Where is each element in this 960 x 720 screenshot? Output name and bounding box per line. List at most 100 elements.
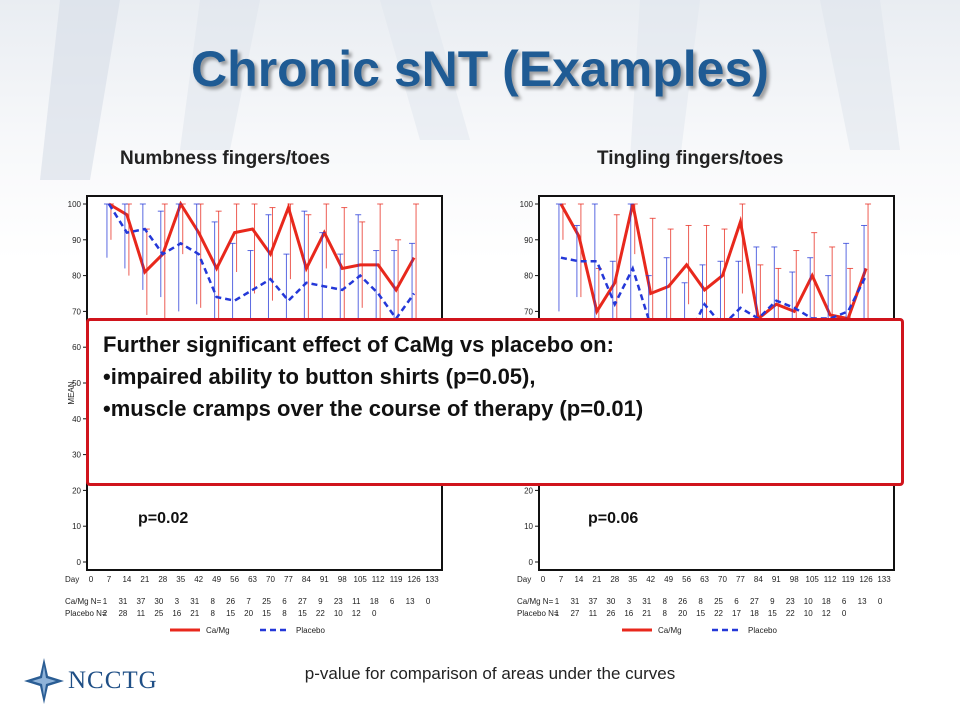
n-row-value: 8 — [662, 597, 667, 606]
n-row-value: 6 — [842, 597, 847, 606]
y-tick-label: 80 — [72, 272, 81, 281]
x-tick-label: 28 — [158, 575, 167, 584]
n-row-value: 12 — [352, 609, 361, 618]
n-row-label: Ca/Mg N= — [65, 597, 102, 606]
n-row-value: 6 — [734, 597, 739, 606]
y-tick-label: 0 — [529, 558, 534, 567]
y-tick-label: 0 — [77, 558, 82, 567]
nccctg-logo: NCCTG — [22, 656, 172, 706]
n-row-value: 31 — [642, 597, 651, 606]
y-tick-label: 50 — [72, 379, 81, 388]
n-row-value: 12 — [822, 609, 831, 618]
legend-label-camg: Ca/Mg — [206, 626, 230, 635]
x-tick-label: 77 — [284, 575, 293, 584]
n-row-value: 15 — [226, 609, 235, 618]
series-line-placebo — [107, 203, 416, 321]
x-tick-label: 0 — [541, 575, 546, 584]
n-row-value: 26 — [226, 597, 235, 606]
x-tick-label: 70 — [718, 575, 727, 584]
x-tick-label: 98 — [790, 575, 799, 584]
x-tick-label: 35 — [628, 575, 637, 584]
n-row-value: 7 — [246, 597, 251, 606]
chart-left-title: Numbness fingers/toes — [120, 148, 331, 169]
n-row-value: 3 — [175, 597, 180, 606]
x-tick-label: 56 — [682, 575, 691, 584]
y-tick-label: 30 — [72, 451, 81, 460]
series-line-camg — [559, 203, 868, 322]
n-row-value: 3 — [627, 597, 632, 606]
x-tick-label: 21 — [140, 575, 149, 584]
n-row-label: Placebo N= — [517, 609, 559, 618]
n-row-value: 0 — [842, 609, 847, 618]
x-tick-label: 98 — [338, 575, 347, 584]
x-tick-label: 21 — [592, 575, 601, 584]
y-tick-label: 60 — [72, 343, 81, 352]
n-row-value: 16 — [624, 609, 633, 618]
y-tick-label: 20 — [524, 486, 533, 495]
logo-text: NCCTG — [68, 667, 158, 694]
x-tick-label: 126 — [407, 575, 421, 584]
n-row-value: 25 — [714, 597, 723, 606]
n-row-value: 1 — [103, 597, 108, 606]
n-row-value: 18 — [370, 597, 379, 606]
callout-bullet-2: •muscle cramps over the course of therap… — [103, 396, 644, 421]
n-row-label: Ca/Mg N= — [517, 597, 554, 606]
n-row-value: 6 — [390, 597, 395, 606]
significance-callout: Further significant effect of CaMg vs pl… — [86, 318, 904, 486]
n-row-value: 1 — [555, 609, 560, 618]
n-row-value: 8 — [662, 609, 667, 618]
n-row-value: 31 — [190, 597, 199, 606]
y-tick-label: 10 — [524, 522, 533, 531]
callout-heading: Further significant effect of CaMg vs pl… — [103, 332, 614, 357]
x-tick-label: 63 — [700, 575, 709, 584]
n-row-value: 30 — [606, 597, 615, 606]
n-row-value: 23 — [334, 597, 343, 606]
x-tick-label: 133 — [425, 575, 439, 584]
n-row-value: 27 — [570, 609, 579, 618]
n-row-value: 27 — [750, 597, 759, 606]
x-tick-label: 70 — [266, 575, 275, 584]
x-tick-label: 0 — [89, 575, 94, 584]
n-row-value: 30 — [154, 597, 163, 606]
x-tick-label: 63 — [248, 575, 257, 584]
n-row-label: Placebo N= — [65, 609, 107, 618]
y-tick-label: 90 — [72, 236, 81, 245]
n-row-value: 25 — [154, 609, 163, 618]
y-tick-label: 80 — [524, 272, 533, 281]
n-row-value: 18 — [750, 609, 759, 618]
n-row-value: 31 — [118, 597, 127, 606]
legend-label-camg: Ca/Mg — [658, 626, 682, 635]
n-row-value: 17 — [732, 609, 741, 618]
x-tick-label: 112 — [372, 575, 385, 584]
x-tick-label: 77 — [736, 575, 745, 584]
x-tick-label: 56 — [230, 575, 239, 584]
background-decoration — [40, 0, 900, 180]
n-row-value: 31 — [570, 597, 579, 606]
n-row-value: 18 — [822, 597, 831, 606]
x-tick-label: 14 — [574, 575, 583, 584]
n-row-value: 21 — [642, 609, 651, 618]
x-tick-label: 28 — [610, 575, 619, 584]
n-row-value: 8 — [282, 609, 287, 618]
footnote: p-value for comparison of areas under th… — [304, 664, 676, 683]
x-tick-label: 42 — [194, 575, 203, 584]
n-row-value: 26 — [606, 609, 615, 618]
n-row-value: 13 — [858, 597, 867, 606]
x-tick-label: 84 — [754, 575, 763, 584]
legend-label-placebo: Placebo — [296, 626, 325, 635]
n-row-value: 25 — [262, 597, 271, 606]
n-row-value: 10 — [334, 609, 343, 618]
x-tick-label: 49 — [664, 575, 673, 584]
n-row-value: 8 — [210, 609, 215, 618]
x-tick-label: 35 — [176, 575, 185, 584]
x-tick-label: 126 — [859, 575, 873, 584]
x-tick-label: 112 — [824, 575, 837, 584]
y-tick-label: 70 — [524, 307, 533, 316]
series-line-camg — [108, 200, 416, 293]
x-tick-label: 91 — [320, 575, 329, 584]
x-tick-label: 133 — [877, 575, 891, 584]
y-tick-label: 20 — [72, 486, 81, 495]
y-axis-label: MEAN — [67, 381, 76, 404]
x-tick-label: 7 — [559, 575, 564, 584]
n-row-value: 37 — [136, 597, 145, 606]
